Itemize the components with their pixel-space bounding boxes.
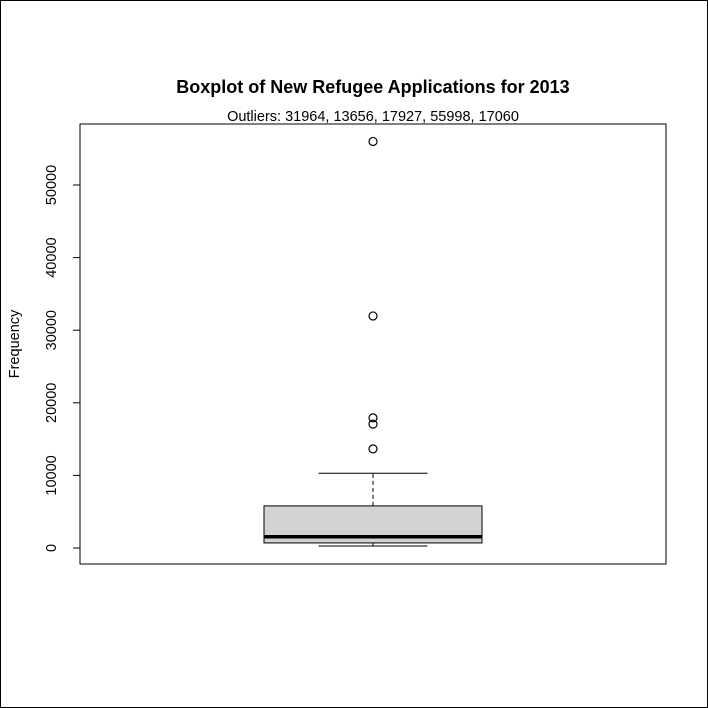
y-axis-label: Frequency (7, 309, 23, 378)
chart-subtitle: Outliers: 31964, 13656, 17927, 55998, 17… (227, 109, 519, 125)
y-tick-label: 50000 (44, 165, 60, 205)
box-group (263, 472, 483, 547)
y-axis: 0 10000 20000 30000 40000 50000 (44, 165, 81, 552)
outlier-point (368, 413, 378, 423)
y-tick-label: 0 (44, 544, 60, 552)
y-tick-label: 10000 (44, 455, 60, 495)
y-tick-label: 30000 (44, 310, 60, 350)
y-tick-label: 20000 (44, 383, 60, 423)
outlier-point (368, 419, 378, 429)
outlier-point (368, 444, 378, 454)
outlier-point (368, 136, 378, 147)
outlier-point (368, 311, 378, 321)
outlier-group (368, 136, 378, 454)
chart-title: Boxplot of New Refugee Applications for … (176, 77, 569, 97)
y-tick-label: 40000 (44, 237, 60, 277)
